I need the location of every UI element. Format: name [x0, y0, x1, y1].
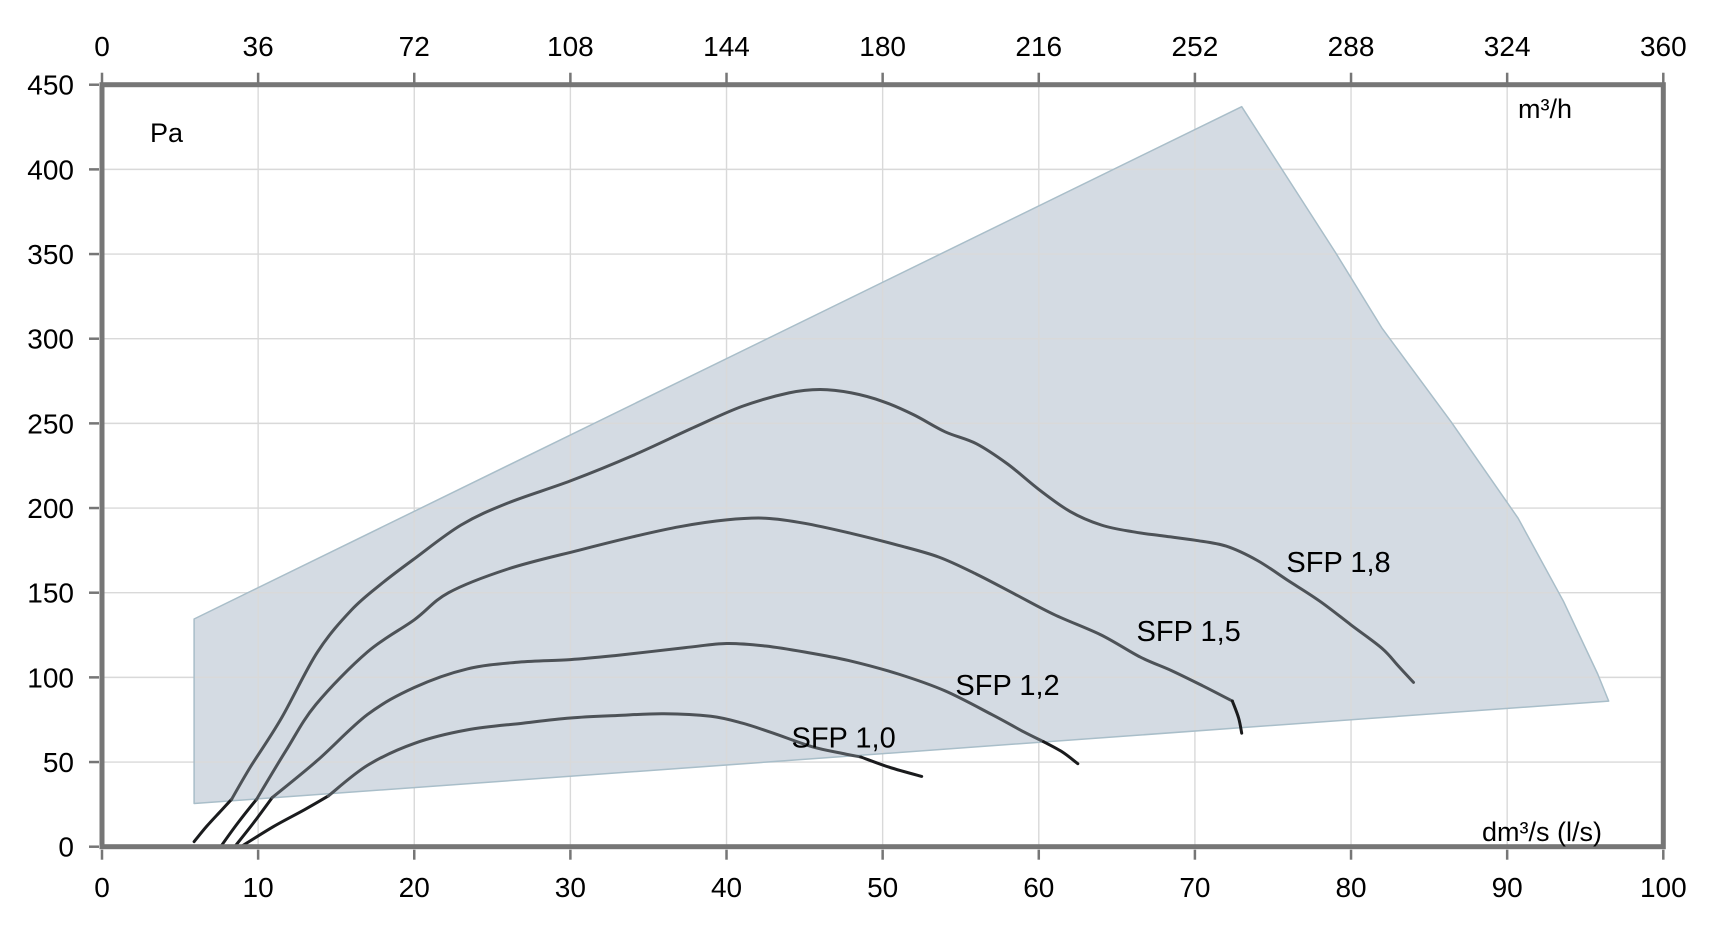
x-top-tick-label: 216: [1015, 31, 1062, 62]
x-top-tick-label: 72: [399, 31, 430, 62]
series-sfp-10-tail-left: [239, 794, 330, 849]
series-sfp-12-curve: [270, 641, 1045, 800]
y-tick-label: 300: [27, 324, 74, 355]
plot-border: [99, 82, 1666, 850]
series-label-sfp-15: SFP 1,5: [1137, 616, 1241, 648]
x-bottom-tick-label: 70: [1179, 872, 1210, 903]
x-top-tick-label: 324: [1484, 31, 1531, 62]
sfp-curves: [192, 388, 1415, 849]
y-tick-label: 450: [27, 70, 74, 101]
x-top-tick-label: 288: [1328, 31, 1375, 62]
x-bottom-tick-label: 80: [1335, 872, 1366, 903]
x-bottom-tick-label: 30: [555, 872, 586, 903]
y-tick-label: 350: [27, 239, 74, 270]
y-tick-label: 400: [27, 154, 74, 185]
x-bottom-tick-label: 90: [1492, 872, 1523, 903]
x-top-tick-label: 360: [1640, 31, 1687, 62]
series-sfp-12: [233, 641, 1080, 849]
x-bottom-tick-label: 50: [867, 872, 898, 903]
x-bottom-tick-label: 10: [243, 872, 274, 903]
x-top-tick-label: 0: [94, 31, 110, 62]
series-sfp-15: [219, 516, 1244, 849]
y-tick-label: 100: [27, 662, 74, 693]
series-labels: SFP 1,0 SFP 1,2 SFP 1,5 SFP 1,8: [791, 547, 1390, 754]
series-sfp-18-tail-left: [192, 797, 234, 844]
envelope-outline: [193, 105, 1610, 805]
y-tick-label: 150: [27, 578, 74, 609]
x-bottom-tick-label: 20: [399, 872, 430, 903]
tick-labels: 0 10 20 30 40 50 60 70 80 90 100 0 36 72 108 144 180 216 2…: [27, 31, 1686, 903]
envelope-region: [194, 106, 1609, 804]
x-axis-top-unit-label: m³/h: [1518, 94, 1572, 124]
series-sfp-10-curve: [326, 712, 863, 798]
tick-marks: [89, 72, 1665, 860]
series-sfp-18-curve: [230, 388, 1415, 801]
x-bottom-tick-label: 100: [1640, 872, 1687, 903]
x-top-tick-label: 144: [703, 31, 750, 62]
series-sfp-15-tail-left: [219, 797, 259, 849]
x-top-tick-label: 252: [1172, 31, 1219, 62]
series-sfp-12-tail-left: [233, 796, 274, 849]
x-bottom-tick-label: 60: [1023, 872, 1054, 903]
series-sfp-15-tail-right: [1230, 699, 1244, 735]
series-label-sfp-10: SFP 1,0: [791, 722, 895, 754]
x-top-tick-label: 180: [859, 31, 906, 62]
x-axis-bottom-unit-label: dm³/s (l/s): [1482, 817, 1602, 847]
y-tick-label: 250: [27, 408, 74, 439]
y-tick-label: 200: [27, 493, 74, 524]
x-top-tick-label: 36: [243, 31, 274, 62]
x-top-tick-label: 108: [547, 31, 594, 62]
axis-unit-labels: Pa m³/h dm³/s (l/s): [150, 94, 1602, 847]
y-axis-unit-label: Pa: [150, 118, 184, 148]
series-sfp-10: [239, 712, 924, 849]
x-bottom-tick-label: 0: [94, 872, 110, 903]
series-sfp-12-tail-right: [1042, 740, 1080, 766]
y-tick-label: 0: [58, 832, 74, 863]
series-label-sfp-18: SFP 1,8: [1286, 547, 1390, 579]
series-label-sfp-12: SFP 1,2: [955, 670, 1059, 702]
y-tick-label: 50: [43, 747, 74, 778]
series-sfp-18: [192, 388, 1415, 844]
series-sfp-15-curve: [255, 516, 1234, 801]
gridlines: [102, 84, 1664, 847]
x-bottom-tick-label: 40: [711, 872, 742, 903]
series-sfp-10-tail-right: [859, 755, 924, 778]
